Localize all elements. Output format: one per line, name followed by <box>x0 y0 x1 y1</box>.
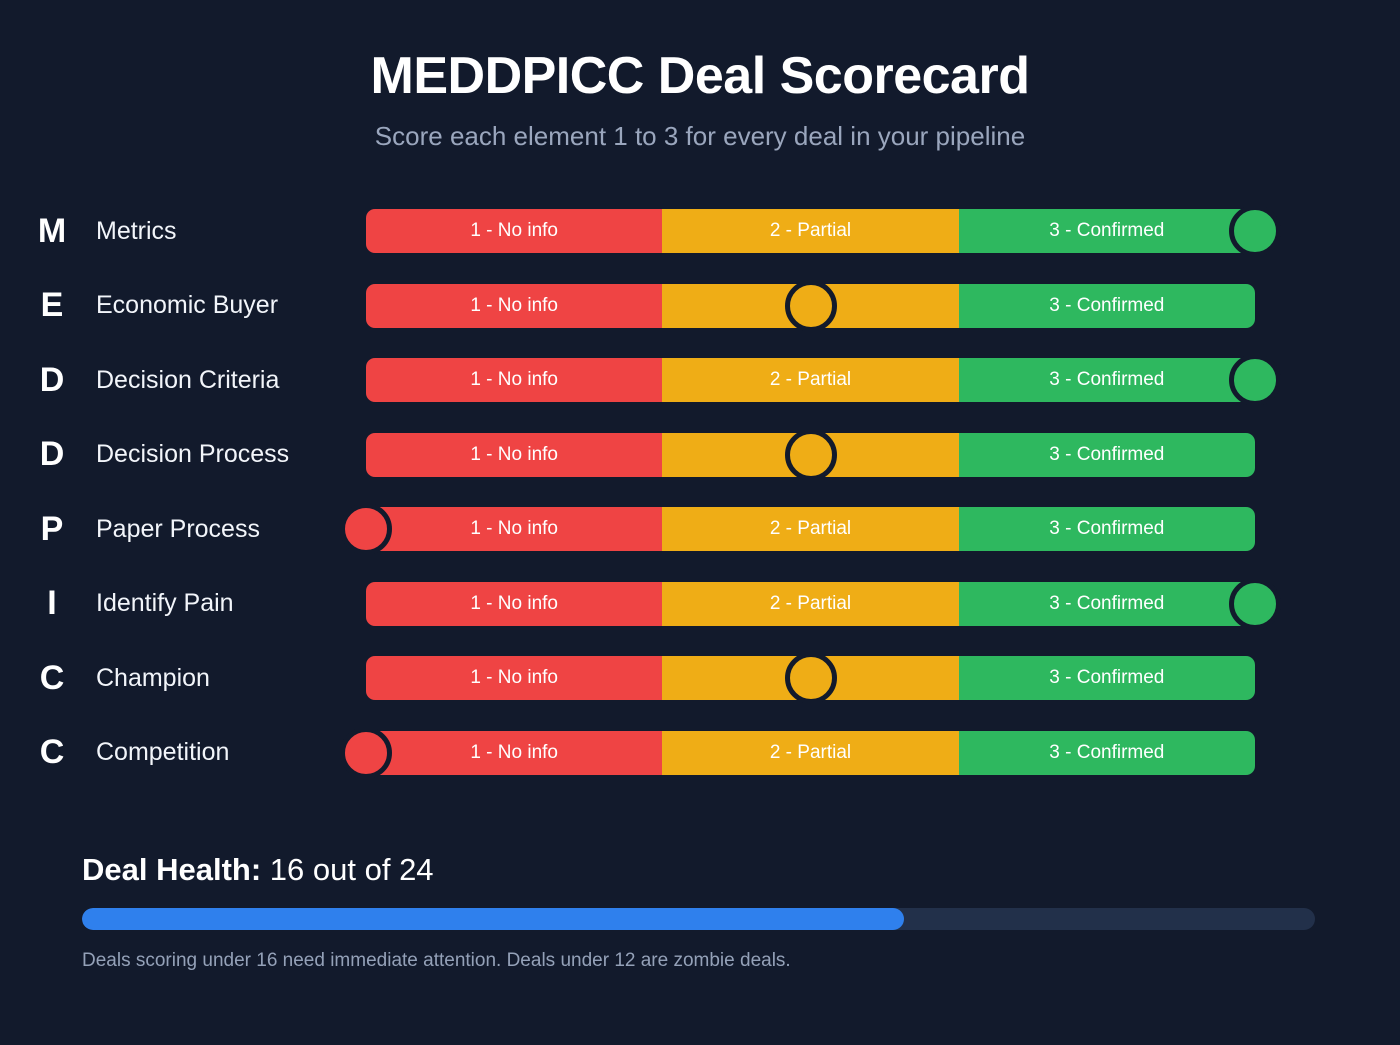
scorecard-row-label: Champion <box>96 663 210 692</box>
deal-health-label: Deal Health: <box>82 852 262 888</box>
score-slider-knob[interactable] <box>784 428 837 481</box>
score-slider-knob[interactable] <box>1229 354 1281 407</box>
score-option-1[interactable]: 1 - No info <box>366 209 663 254</box>
score-option-1[interactable]: 1 - No info <box>366 432 663 477</box>
score-option-3[interactable]: 3 - Confirmed <box>958 656 1255 701</box>
score-option-3[interactable]: 3 - Confirmed <box>958 730 1255 775</box>
score-option-3[interactable]: 3 - Confirmed <box>958 432 1255 477</box>
score-option-2[interactable]: 2 - Partial <box>662 730 959 775</box>
score-option-1[interactable]: 1 - No info <box>366 581 663 626</box>
scorecard-row: D Decision Criteria 1 - No info 2 - Partial… <box>0 343 1400 418</box>
score-slider-knob[interactable] <box>1229 577 1281 630</box>
scorecard-row-label: Identify Pain <box>96 589 234 618</box>
deal-health-line: Deal Health: 16 out of 24 <box>82 852 1315 888</box>
score-option-1[interactable]: 1 - No info <box>366 656 663 701</box>
deal-health-section: Deal Health: 16 out of 24 Deals scoring … <box>0 852 1400 972</box>
scorecard-row: P Paper Process 1 - No info 2 - Partial 3 - … <box>0 492 1400 567</box>
score-option-3[interactable]: 3 - Confirmed <box>958 209 1255 254</box>
deal-health-progress-track[interactable] <box>82 908 1315 931</box>
scorecard-row-letter: M <box>37 211 67 250</box>
scorecard-row-letter: C <box>39 733 65 772</box>
score-option-2[interactable]: 2 - Partial <box>662 209 959 254</box>
score-option-2[interactable]: 2 - Partial <box>662 358 959 403</box>
score-option-2[interactable]: 2 - Partial <box>662 581 959 626</box>
scorecard-list: M Metrics 1 - No info 2 - Partial 3 - Confir… <box>0 194 1400 790</box>
scorecard-row: I Identify Pain 1 - No info 2 - Partial 3 - … <box>0 567 1400 642</box>
page-header: MEDDPICC Deal Scorecard Score each eleme… <box>0 0 1400 152</box>
score-slider-knob[interactable] <box>340 503 392 556</box>
page-subtitle: Score each element 1 to 3 for every deal… <box>374 121 1026 152</box>
deal-health-value: 16 out of 24 <box>269 852 434 888</box>
score-option-3[interactable]: 3 - Confirmed <box>958 581 1255 626</box>
score-option-2[interactable]: 2 - Partial <box>662 507 959 552</box>
scorecard-row-letter: I <box>47 584 57 623</box>
score-option-1[interactable]: 1 - No info <box>366 730 663 775</box>
score-option-1[interactable]: 1 - No info <box>366 507 663 552</box>
page-title: MEDDPICC Deal Scorecard <box>370 47 1030 105</box>
score-option-1[interactable]: 1 - No info <box>366 358 663 403</box>
scorecard-row: M Metrics 1 - No info 2 - Partial 3 - Confir… <box>0 194 1400 269</box>
scorecard-row-label: Competition <box>96 738 230 767</box>
score-option-3[interactable]: 3 - Confirmed <box>958 358 1255 403</box>
score-slider-knob[interactable] <box>784 279 837 332</box>
scorecard-row-label: Decision Process <box>96 440 290 469</box>
deal-health-progress-fill <box>82 908 905 931</box>
score-slider-knob[interactable] <box>1229 205 1281 258</box>
scorecard-row-letter: E <box>40 286 64 325</box>
score-slider-knob[interactable] <box>784 652 837 705</box>
scorecard-row-label: Decision Criteria <box>96 365 280 394</box>
scorecard-row-letter: D <box>39 360 65 399</box>
score-slider-knob[interactable] <box>340 726 392 779</box>
scorecard-row-label: Paper Process <box>96 514 260 543</box>
score-option-3[interactable]: 3 - Confirmed <box>958 283 1255 328</box>
scorecard-row-letter: D <box>39 435 65 474</box>
scorecard-row: C Competition 1 - No info 2 - Partial 3 - Co… <box>0 716 1400 791</box>
scorecard-row-label: Economic Buyer <box>96 291 279 320</box>
scorecard-row-letter: C <box>39 658 65 697</box>
deal-health-note: Deals scoring under 16 need immediate at… <box>82 950 791 972</box>
scorecard-row-letter: P <box>40 509 64 548</box>
score-option-3[interactable]: 3 - Confirmed <box>958 507 1255 552</box>
score-option-1[interactable]: 1 - No info <box>366 283 663 328</box>
scorecard-row-label: Metrics <box>96 216 177 245</box>
